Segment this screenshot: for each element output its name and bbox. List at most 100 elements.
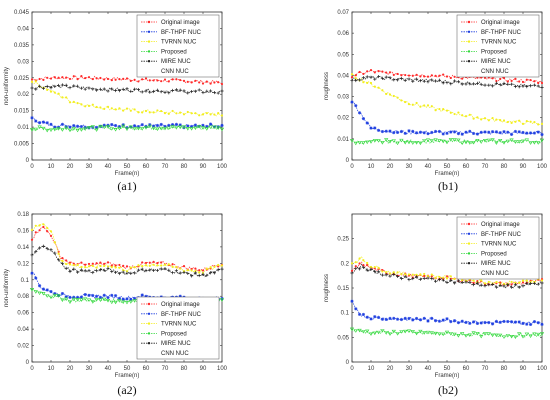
data-point (368, 140, 374, 144)
data-point (510, 285, 514, 289)
data-point (98, 268, 102, 272)
data-point (430, 74, 433, 77)
data-point (64, 297, 69, 301)
data-point (174, 269, 178, 273)
data-point (513, 320, 517, 324)
x-tick-label: 70 (162, 164, 169, 170)
data-point (148, 79, 151, 82)
data-point (41, 291, 46, 296)
legend-marker (147, 40, 151, 43)
data-point (209, 122, 213, 126)
data-point (205, 80, 208, 83)
x-tick-label: 40 (425, 164, 432, 170)
data-point (407, 74, 411, 77)
data-point (415, 101, 418, 105)
data-point (449, 130, 453, 134)
data-point (476, 116, 479, 119)
data-point (83, 269, 87, 273)
x-tick-label: 50 (124, 164, 131, 170)
data-point (505, 139, 510, 144)
data-point (434, 279, 438, 283)
data-point (136, 124, 140, 129)
y-tick-label: 0.06 (337, 31, 349, 37)
data-point (471, 331, 476, 335)
series-line (31, 75, 223, 85)
data-point (103, 264, 106, 268)
data-point (209, 271, 213, 275)
y-tick-label: 0.05 (337, 52, 349, 58)
data-point (95, 77, 98, 80)
data-point (400, 273, 403, 276)
data-point (190, 269, 193, 272)
data-point (368, 332, 374, 336)
data-point (72, 267, 76, 271)
data-point (84, 76, 87, 80)
data-point (129, 89, 133, 93)
data-point (426, 276, 430, 280)
data-point (155, 123, 159, 128)
data-point (87, 293, 91, 297)
data-point (87, 76, 91, 79)
data-point (117, 126, 122, 131)
data-point (91, 103, 94, 106)
data-point (220, 123, 224, 127)
data-point (182, 126, 186, 130)
data-point (159, 267, 163, 271)
data-point (148, 264, 151, 267)
data-point (540, 322, 544, 326)
x-tick-label: 20 (67, 164, 74, 170)
data-point (217, 81, 220, 84)
y-axis-label: roughness (324, 72, 330, 100)
data-point (453, 277, 456, 281)
data-point (144, 77, 148, 80)
data-point (68, 101, 72, 104)
data-point (373, 265, 376, 269)
data-point (194, 79, 197, 82)
data-point (453, 319, 457, 323)
data-point (136, 126, 141, 131)
data-point (415, 273, 418, 276)
data-point (495, 79, 498, 83)
data-point (41, 287, 45, 291)
data-point (399, 138, 404, 143)
data-point (122, 77, 125, 80)
data-point (76, 124, 80, 128)
y-tick-label: 0.07 (337, 10, 349, 16)
data-point (365, 140, 370, 145)
data-point (411, 273, 414, 276)
y-tick-label: 0.035 (14, 43, 30, 49)
data-point (419, 105, 422, 108)
data-point (140, 293, 144, 297)
y-tick-label: 0.03 (337, 95, 349, 101)
data-point (118, 266, 121, 269)
data-point (396, 130, 400, 134)
data-point (418, 130, 422, 134)
data-point (430, 130, 434, 135)
data-point (358, 312, 362, 316)
legend-marker (467, 30, 471, 33)
data-point (189, 127, 194, 131)
data-point (404, 273, 407, 276)
data-point (34, 119, 38, 123)
y-tick-label: 0.25 (337, 237, 349, 243)
data-point (91, 293, 95, 298)
data-point (415, 73, 418, 76)
data-point (198, 114, 201, 117)
data-point (532, 332, 537, 336)
data-point (160, 264, 163, 267)
series-mire-nuc (30, 83, 224, 95)
x-tick-label: 40 (425, 366, 432, 372)
data-point (410, 141, 415, 145)
data-point (384, 273, 388, 277)
data-point (472, 281, 475, 285)
x-tick-label: 10 (48, 366, 55, 372)
data-point (163, 266, 167, 271)
data-point (445, 131, 449, 135)
data-point (475, 132, 479, 136)
data-point (155, 88, 159, 92)
x-tick-label: 10 (48, 164, 55, 170)
data-point (118, 107, 121, 110)
data-point (34, 231, 37, 234)
data-point (384, 75, 388, 79)
x-axis-label: Frame(n) (435, 171, 460, 177)
